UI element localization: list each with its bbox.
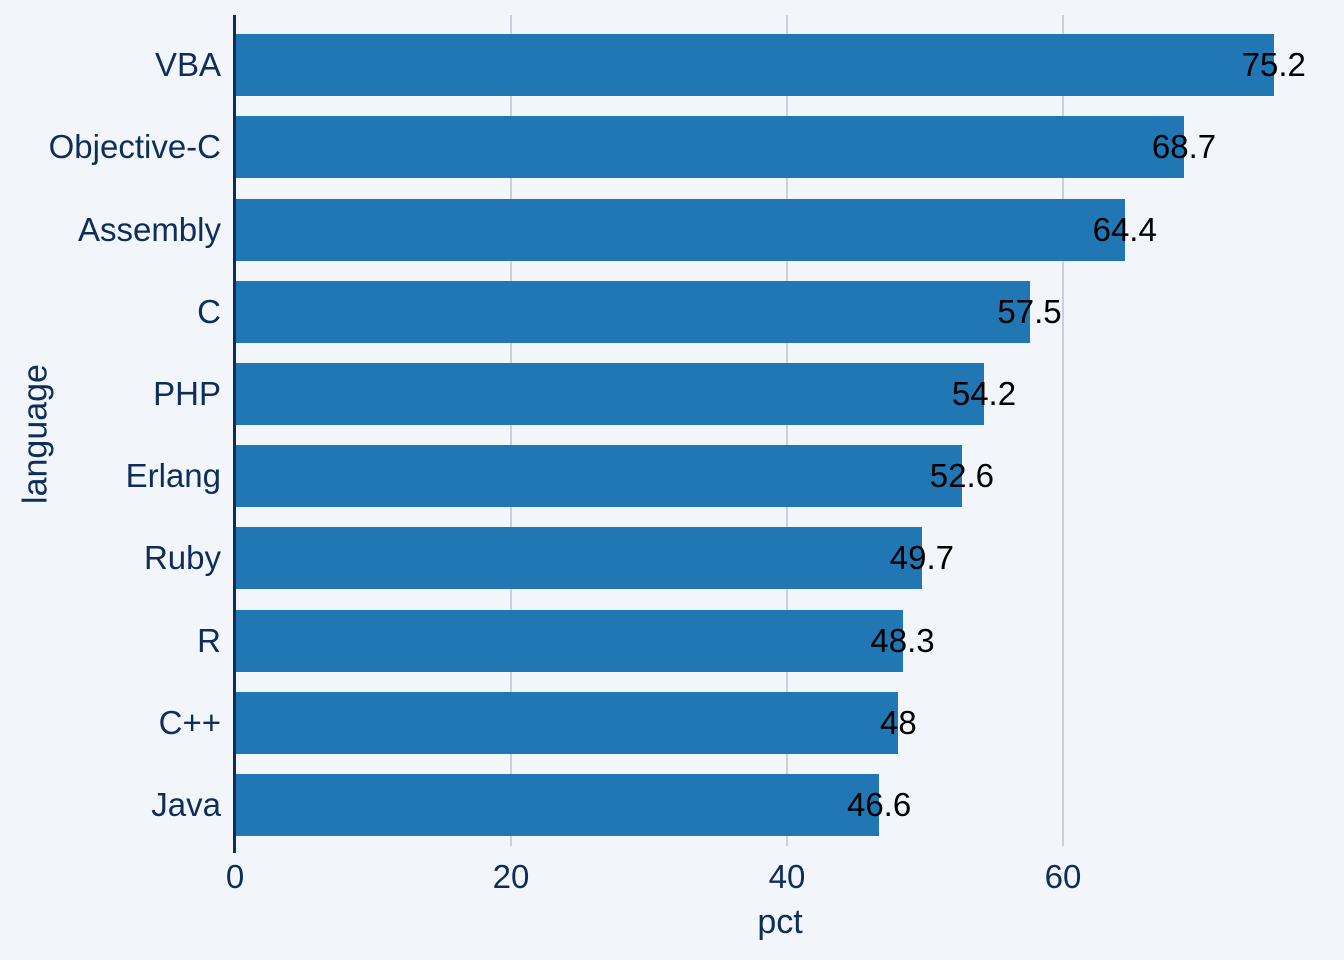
bar [236,527,922,590]
y-axis-spine [233,15,236,853]
bar [236,445,962,508]
bar [236,280,1030,343]
bar-value-label: 52.6 [929,457,994,495]
category-label: C [197,292,221,330]
bar-value-label: 57.5 [997,292,1062,330]
x-tick-label: 60 [1044,858,1082,895]
bar [236,362,984,425]
bar-row: Java 46.6 [0,773,1344,836]
bar-value-label: 54.2 [951,374,1017,412]
bar-row: VBA 75.2 [0,34,1344,97]
x-tick-label: 0 [225,858,245,895]
bar-row: R 48.3 [0,609,1344,672]
category-label: R [197,621,221,659]
bar [236,34,1274,97]
bar [236,198,1125,261]
gridline [510,15,512,846]
category-label: Erlang [125,457,221,495]
bar [236,609,903,672]
bar-value-label: 46.6 [846,785,912,823]
bar-value-label: 48.3 [870,621,935,659]
bar-row: C++ 48 [0,691,1344,754]
category-label: Java [151,785,221,823]
category-label: Ruby [143,539,221,577]
bar-value-label: 49.7 [889,539,954,577]
bar [236,116,1185,179]
gridline [786,15,788,846]
bar-value-label: 75.2 [1241,46,1306,84]
bar-value-label: 64.4 [1092,210,1157,248]
bar-value-label: 68.7 [1151,128,1217,166]
bar-row: Erlang 52.6 [0,445,1344,508]
bar-row: Ruby 49.7 [0,527,1344,590]
category-label: VBA [154,46,221,84]
category-label: C++ [158,703,221,741]
category-label: Assembly [77,210,221,248]
x-tick-label: 40 [768,858,806,895]
bar-row: Assembly 64.4 [0,198,1344,261]
bar-row: PHP 54.2 [0,362,1344,425]
bar-row: Objective-C 68.7 [0,116,1344,179]
x-axis-title: pct [757,903,803,941]
category-label: PHP [153,374,221,412]
bar-row: C 57.5 [0,280,1344,343]
x-tick-label: 20 [492,858,530,895]
bar-value-label: 48 [880,703,917,741]
bar [236,691,899,754]
bar [236,773,880,836]
gridline [1062,15,1064,846]
category-label: Objective-C [48,128,221,166]
